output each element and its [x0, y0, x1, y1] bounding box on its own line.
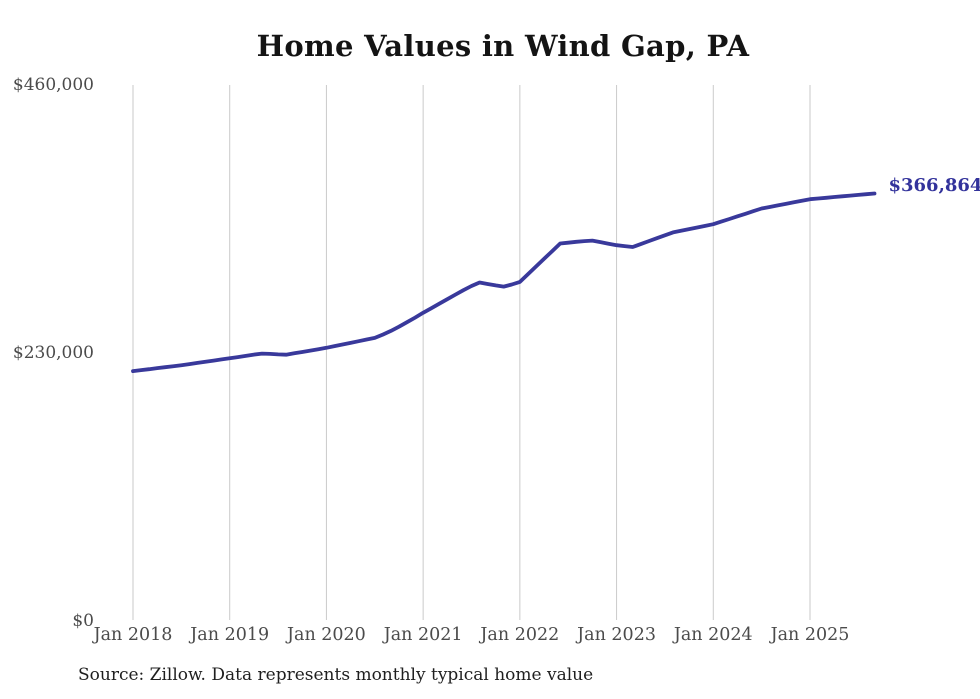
gridlines — [132, 85, 811, 620]
x-axis-tick-label: Jan 2022 — [480, 625, 560, 645]
source-note: Source: Zillow. Data represents monthly … — [78, 665, 594, 685]
y-axis-tick-label: $230,000 — [12, 343, 94, 363]
latest-value-label: $366,864 — [888, 174, 980, 196]
x-axis-tick-label: Jan 2018 — [93, 625, 173, 645]
chart-title: Home Values in Wind Gap, PA — [256, 29, 750, 63]
x-axis-tick-label: Jan 2025 — [770, 625, 850, 645]
x-axis-tick-label: Jan 2023 — [577, 625, 656, 645]
x-axis-tick-label: Jan 2021 — [383, 625, 463, 645]
x-axis-tick-label: Jan 2024 — [673, 625, 753, 645]
x-axis-tick-label: Jan 2019 — [190, 625, 270, 645]
x-axis-tick-label: Jan 2020 — [287, 625, 366, 645]
y-axis-tick-label: $0 — [72, 611, 94, 631]
y-axis-tick-label: $460,000 — [12, 75, 94, 95]
home-value-line — [131, 191, 877, 373]
